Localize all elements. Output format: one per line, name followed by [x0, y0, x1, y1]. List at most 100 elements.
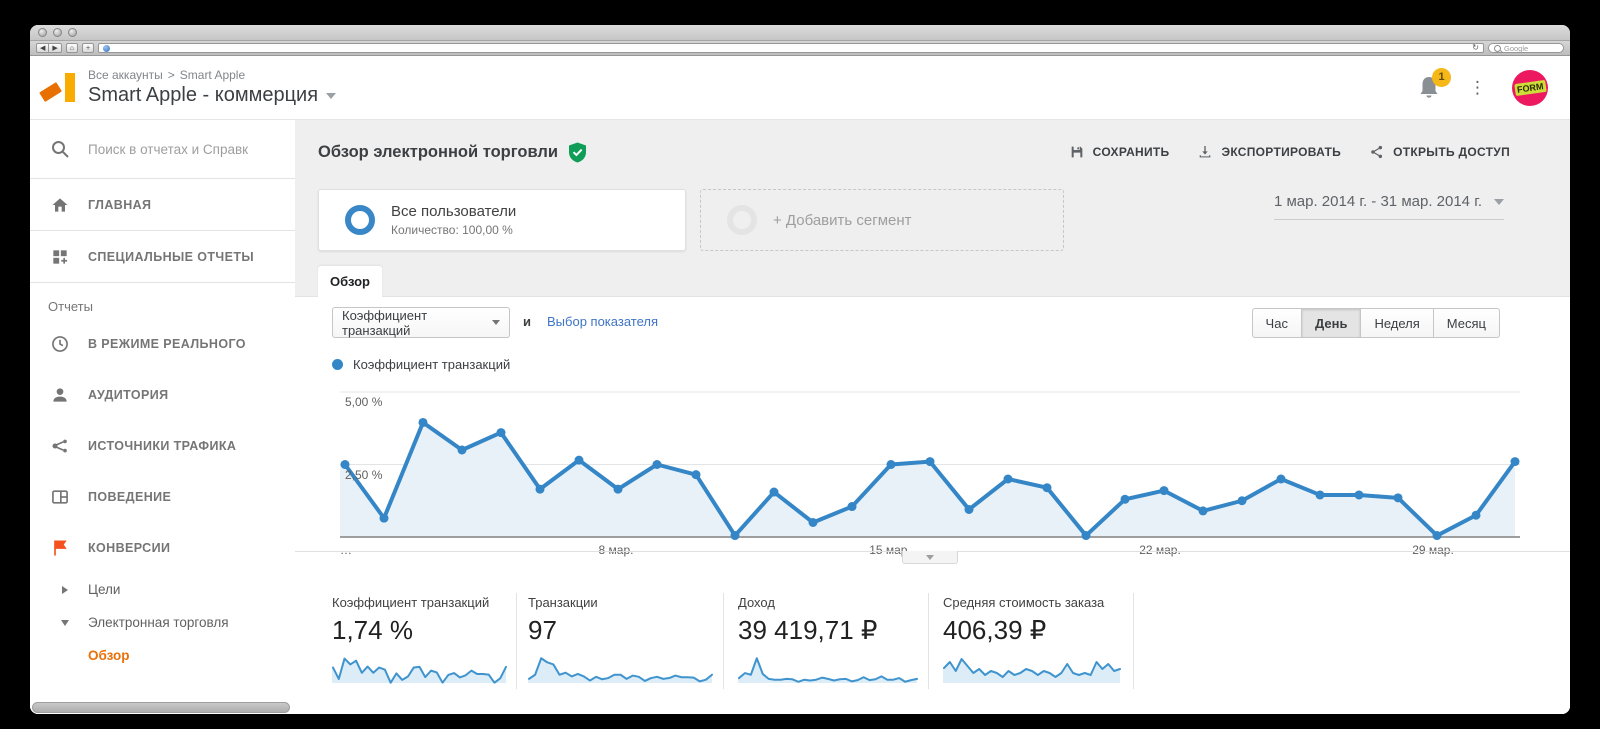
main-chart[interactable]: 5,00 % 2,50 % … 8 мар. 15 мар. 22 мар. 2…	[340, 383, 1520, 557]
app-header: Все аккаунты > Smart Apple Smart Apple -…	[30, 56, 1570, 120]
summary-card-avg-order-value[interactable]: Средняя стоимость заказа 406,39 ₽	[943, 595, 1128, 687]
browser-search-field[interactable]: Google	[1488, 43, 1564, 53]
custom-reports-icon	[48, 245, 72, 269]
segment-donut-icon	[345, 205, 375, 235]
card-value: 406,39 ₽	[943, 615, 1047, 645]
verified-shield-icon	[569, 142, 587, 163]
sidebar-item-label: ИСТОЧНИКИ ТРАФИКА	[88, 438, 237, 453]
caret-down-icon	[61, 619, 69, 626]
select-metric-link[interactable]: Выбор показателя	[547, 314, 658, 329]
metric-dropdown[interactable]: Коэффициент транзакций	[332, 307, 510, 338]
segment-all-users[interactable]: Все пользователи Количество: 100,00 %	[318, 189, 686, 251]
back-button[interactable]: ◀	[36, 43, 49, 53]
sidebar-item-label: Цели	[88, 582, 121, 597]
browser-home-button[interactable]: ⌂	[65, 43, 79, 53]
window-zoom-icon[interactable]	[68, 28, 77, 37]
address-bar[interactable]: ↻	[98, 43, 1484, 53]
audience-person-icon	[48, 383, 72, 407]
tab-overview[interactable]: Обзор	[318, 266, 382, 297]
sidebar-item-ecommerce[interactable]: Электронная торговля	[30, 606, 295, 639]
analytics-logo-icon[interactable]	[39, 71, 78, 105]
forward-icon: ▶	[52, 44, 58, 52]
notifications-button[interactable]: 1	[1417, 67, 1451, 102]
x-axis-tick: 22 мар.	[1139, 543, 1181, 557]
refresh-icon[interactable]: ↻	[1472, 43, 1479, 52]
legend-label: Коэффициент транзакций	[353, 357, 511, 372]
avatar[interactable]: FORM	[1512, 69, 1548, 106]
granularity-hour-button[interactable]: Час	[1251, 308, 1302, 338]
report-search-placeholder: Поиск в отчетах и Справк	[88, 141, 249, 157]
new-tab-icon: +	[86, 44, 91, 52]
sidebar-item-label: Электронная торговля	[88, 615, 229, 630]
metric-sparkline	[332, 653, 507, 685]
page-title: Обзор электронной торговли	[318, 143, 559, 161]
breadcrumb-separator: >	[167, 68, 175, 82]
card-divider	[1133, 593, 1134, 689]
granularity-week-button[interactable]: Неделя	[1361, 308, 1434, 338]
sidebar-item-home[interactable]: ГЛАВНАЯ	[30, 179, 295, 231]
window-close-icon[interactable]	[38, 28, 47, 37]
metric-sparkline	[943, 653, 1121, 685]
summary-card-transaction-rate[interactable]: Коэффициент транзакций 1,74 %	[332, 595, 512, 687]
export-label: ЭКСПОРТИРОВАТЬ	[1221, 145, 1342, 159]
sidebar-item-behavior[interactable]: ПОВЕДЕНИЕ	[30, 471, 295, 522]
summary-card-transactions[interactable]: Транзакции 97	[528, 595, 718, 687]
avatar-label: FORM	[1514, 79, 1546, 96]
sidebar-item-acquisition[interactable]: ИСТОЧНИКИ ТРАФИКА	[30, 420, 295, 471]
x-axis-tick: 29 мар.	[1412, 543, 1454, 557]
date-range-selector[interactable]: 1 мар. 2014 г. - 31 мар. 2014 г.	[1273, 193, 1504, 220]
x-axis-tick: 8 мар.	[598, 543, 634, 557]
account-selector[interactable]: Smart Apple - коммерция	[88, 84, 337, 107]
card-value: 97	[528, 615, 557, 645]
share-button[interactable]: ОТКРЫТЬ ДОСТУП	[1369, 144, 1510, 160]
metric-sparkline	[528, 653, 713, 685]
metric-sparkline	[738, 653, 918, 685]
report-search-input[interactable]: Поиск в отчетах и Справк	[30, 120, 295, 179]
sidebar-item-realtime[interactable]: В РЕЖИМЕ РЕАЛЬНОГО	[30, 318, 295, 369]
export-button[interactable]: ЭКСПОРТИРОВАТЬ	[1197, 144, 1341, 160]
save-icon	[1071, 146, 1083, 158]
browser-window: ◀ ▶ ⌂ + ↻ Google Все аккаунты > Smart Ap…	[30, 25, 1570, 714]
card-value: 39 419,71 ₽	[738, 615, 878, 645]
window-minimize-icon[interactable]	[53, 28, 62, 37]
add-segment-button[interactable]: + Добавить сегмент	[700, 189, 1064, 251]
granularity-month-button[interactable]: Месяц	[1433, 308, 1500, 338]
breadcrumb-current[interactable]: Smart Apple	[179, 68, 246, 82]
sidebar-item-label: ГЛАВНАЯ	[88, 197, 152, 212]
annotations-collapse-handle[interactable]	[902, 551, 958, 564]
card-value: 1,74 %	[332, 615, 413, 645]
card-title: Средняя стоимость заказа	[943, 595, 1105, 610]
overflow-menu-button[interactable]: ⋮	[1469, 77, 1486, 97]
breadcrumb-root[interactable]: Все аккаунты	[88, 68, 163, 82]
browser-search-placeholder: Google	[1504, 43, 1529, 53]
browser-home-icon: ⌂	[69, 44, 75, 52]
segment-subtitle: Количество: 100,00 %	[391, 223, 513, 237]
main-content: Обзор электронной торговли СОХРАНИТЬ ЭКС…	[295, 120, 1570, 714]
summary-card-revenue[interactable]: Доход 39 419,71 ₽	[738, 595, 923, 687]
card-divider	[723, 593, 724, 689]
conversions-flag-icon	[48, 536, 72, 560]
date-range-value: 1 мар. 2014 г. - 31 мар. 2014 г.	[1273, 193, 1482, 210]
save-button[interactable]: СОХРАНИТЬ	[1069, 144, 1170, 160]
sidebar: Поиск в отчетах и Справк ГЛАВНАЯ СПЕЦИАЛ…	[30, 120, 295, 714]
sidebar-item-audience[interactable]: АУДИТОРИЯ	[30, 369, 295, 420]
card-divider	[516, 593, 517, 689]
sidebar-item-custom-reports[interactable]: СПЕЦИАЛЬНЫЕ ОТЧЕТЫ	[30, 231, 295, 283]
sidebar-horizontal-scrollbar[interactable]	[32, 702, 290, 713]
segment-donut-placeholder-icon	[727, 205, 757, 235]
share-icon	[1371, 145, 1383, 159]
card-title: Транзакции	[528, 595, 598, 610]
forward-button[interactable]: ▶	[48, 43, 62, 53]
new-tab-button[interactable]: +	[82, 43, 95, 53]
download-icon	[1200, 146, 1211, 158]
granularity-day-button[interactable]: День	[1301, 308, 1362, 338]
realtime-clock-icon	[48, 332, 72, 356]
caret-down-icon	[326, 92, 337, 99]
legend-dot-icon	[332, 359, 343, 370]
search-icon	[1494, 44, 1501, 52]
behavior-icon	[48, 485, 72, 509]
sidebar-item-conversions[interactable]: КОНВЕРСИИ	[30, 522, 295, 573]
sidebar-item-ecommerce-overview-active[interactable]: Обзор	[30, 639, 295, 671]
caret-down-icon	[492, 320, 500, 325]
sidebar-item-goals[interactable]: Цели	[30, 573, 295, 606]
